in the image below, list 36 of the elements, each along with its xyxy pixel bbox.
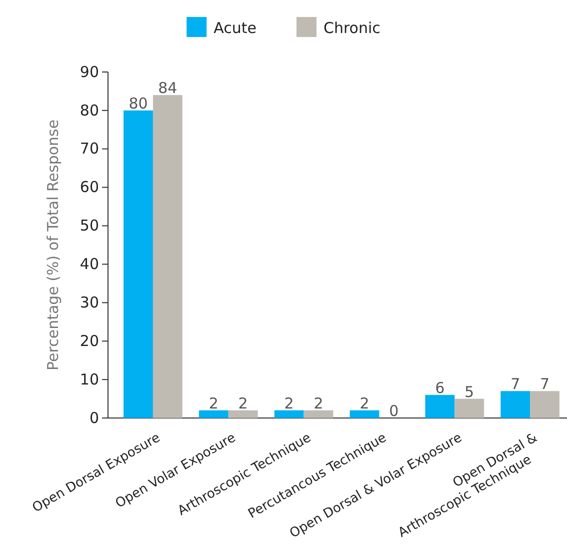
y-axis-title: Percentage (%) of Total Response <box>44 120 62 370</box>
data-label: 2 <box>238 394 248 412</box>
bar <box>425 394 455 418</box>
bar <box>530 391 560 418</box>
y-tick-label: 90 <box>80 62 99 81</box>
bar <box>198 410 228 418</box>
y-tick-label: 70 <box>80 140 99 158</box>
bar <box>454 398 484 418</box>
y-tick-label: 30 <box>80 293 99 312</box>
y-tick-label: 0 <box>89 408 99 427</box>
bar <box>124 110 153 418</box>
y-tick-label: 80 <box>80 101 99 120</box>
bar <box>350 410 380 418</box>
data-label: 80 <box>128 94 148 112</box>
data-label: 84 <box>158 79 178 98</box>
legend-label: Acute <box>214 19 256 37</box>
y-tick-label: 40 <box>80 255 99 274</box>
legend-label: Chronic <box>323 19 380 37</box>
y-tick-label: 20 <box>80 332 99 350</box>
data-label: 7 <box>540 375 550 394</box>
data-label: 2 <box>284 394 294 412</box>
bar <box>228 410 258 418</box>
data-label: 7 <box>510 375 520 394</box>
data-label: 6 <box>435 378 445 397</box>
data-label: 2 <box>208 394 218 412</box>
y-tick-label: 10 <box>80 370 99 388</box>
y-tick-label: 60 <box>80 178 99 196</box>
data-label: 5 <box>464 382 474 401</box>
bar <box>274 410 304 418</box>
data-label: 0 <box>389 402 399 420</box>
bar <box>304 410 334 418</box>
bar <box>500 391 530 418</box>
y-tick-label: 50 <box>80 216 99 235</box>
bar <box>152 95 182 418</box>
data-label: 2 <box>360 394 370 412</box>
data-label: 2 <box>314 394 324 412</box>
